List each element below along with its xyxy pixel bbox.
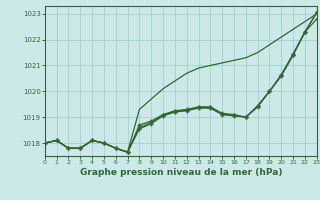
X-axis label: Graphe pression niveau de la mer (hPa): Graphe pression niveau de la mer (hPa) (80, 168, 282, 177)
